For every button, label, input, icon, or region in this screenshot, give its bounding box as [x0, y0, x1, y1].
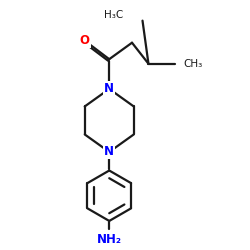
Text: N: N [104, 146, 114, 158]
Text: CH₃: CH₃ [184, 59, 203, 69]
Text: O: O [80, 34, 90, 48]
Text: N: N [104, 82, 114, 96]
Text: NH₂: NH₂ [97, 233, 122, 246]
Text: H₃C: H₃C [104, 10, 123, 20]
